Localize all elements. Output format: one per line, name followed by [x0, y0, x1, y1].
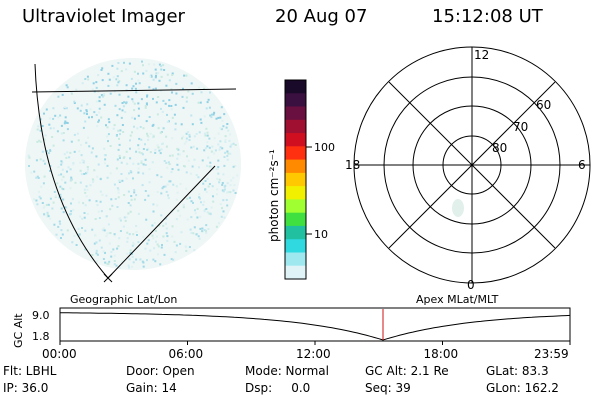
geographic-terminator-line — [107, 165, 216, 279]
colorbar-band — [285, 212, 306, 227]
polar-mlt-grid — [353, 46, 591, 284]
timeline-xtick-label: 23:59 — [534, 347, 569, 361]
colorbar-unit-label: photon cm⁻²s⁻¹ — [267, 149, 281, 242]
lat-label-70: 70 — [513, 120, 528, 134]
color-scale-bar: 100 10 photon cm⁻²s⁻¹ — [267, 79, 335, 280]
colorbar-band — [285, 172, 306, 187]
colorbar-band — [285, 146, 306, 161]
timeline-right-label: Apex MLat/MLT — [416, 293, 499, 306]
timeline-ytick-high: 9.0 — [32, 309, 50, 322]
colorbar-band — [285, 133, 306, 147]
glat-info: GLat: 83.3 — [486, 364, 549, 378]
altitude-curve — [60, 312, 571, 341]
mlt-label-0: 0 — [467, 278, 475, 292]
door-info: Door: Open — [126, 364, 195, 378]
glon-info: GLon: 162.2 — [486, 381, 559, 395]
colorbar-band — [285, 119, 306, 134]
timeline-xtick-label: 12:00 — [296, 347, 331, 361]
colorbar-band — [285, 265, 306, 280]
dsp-info: Dsp: 0.0 — [245, 381, 311, 395]
uv-image-panel — [25, 58, 241, 283]
mlt-label-18: 18 — [345, 158, 360, 172]
colorbar-band — [285, 239, 306, 254]
timeline-ytick-low: 1.8 — [32, 330, 50, 343]
timeline-frame — [59, 307, 571, 342]
colorbar-tick-100: 100 — [314, 141, 335, 154]
mlt-label-6: 6 — [578, 158, 586, 172]
geographic-latitude-line — [31, 88, 237, 93]
timeline-xtick-label: 18:00 — [424, 347, 459, 361]
observation-date: 20 Aug 07 — [275, 6, 368, 27]
colorbar-band — [285, 252, 306, 267]
timeline-xtick-label: 06:00 — [169, 347, 204, 361]
timeline-left-label: Geographic Lat/Lon — [70, 293, 177, 306]
colorbar-band — [285, 225, 306, 240]
ip-info: IP: 36.0 — [3, 381, 49, 395]
mlt-label-12: 12 — [474, 48, 489, 62]
lat-label-80: 80 — [492, 141, 507, 155]
mode-info: Mode: Normal — [245, 364, 329, 378]
colorbar-band — [285, 199, 306, 214]
instrument-title: Ultraviolet Imager — [22, 6, 185, 27]
colorbar-band — [285, 159, 306, 174]
lat-label-60: 60 — [536, 98, 551, 112]
colorbar-band — [285, 80, 306, 94]
timeline-xtick-label: 00:00 — [42, 347, 77, 361]
colorbar-band — [285, 186, 306, 200]
gc-alt-info: GC Alt: 2.1 Re — [365, 364, 449, 378]
colorbar-tick-10: 10 — [314, 228, 328, 241]
gain-info: Gain: 14 — [126, 381, 177, 395]
observation-time: 15:12:08 UT — [432, 6, 543, 27]
polar-emission-patch — [452, 199, 464, 217]
filter-info: Flt: LBHL — [3, 364, 57, 378]
polar-diagonal-2 — [388, 81, 556, 249]
uv-emission-speckles — [27, 60, 239, 269]
seq-info: Seq: 39 — [365, 381, 411, 395]
timeline-ylabel: GC Alt — [12, 313, 25, 348]
colorbar-band — [285, 93, 306, 108]
altitude-timeline: Geographic Lat/Lon Apex MLat/MLT GC Alt … — [12, 293, 571, 361]
colorbar-band — [285, 106, 306, 121]
geographic-meridian-line — [34, 63, 109, 279]
